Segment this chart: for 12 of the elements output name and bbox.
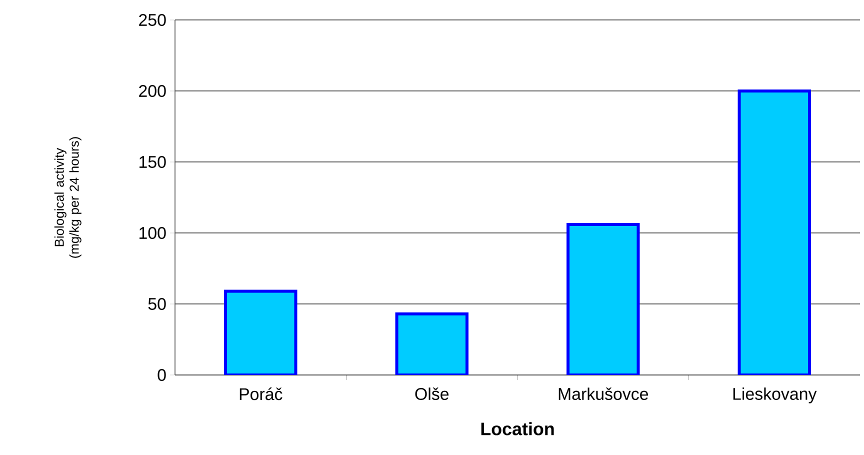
x-axis-title: Location	[481, 422, 554, 436]
y-tick-label: 50	[148, 298, 166, 310]
x-tick-label: Lieskovany	[733, 388, 817, 404]
x-tick-label: Poráč	[240, 388, 282, 400]
y-tick-label: 0	[158, 368, 166, 381]
y-tick-label: 250	[139, 14, 166, 26]
y-tick-label: 100	[140, 226, 166, 239]
y-axis-title: Biological activity (mg/kg per 24 hours)	[54, 137, 82, 258]
x-tick-label: Olše	[415, 388, 449, 400]
x-tick-label: Markušovce	[558, 388, 648, 400]
y-tick-label: 200	[139, 84, 166, 97]
y-tick-label: 150	[140, 156, 166, 168]
